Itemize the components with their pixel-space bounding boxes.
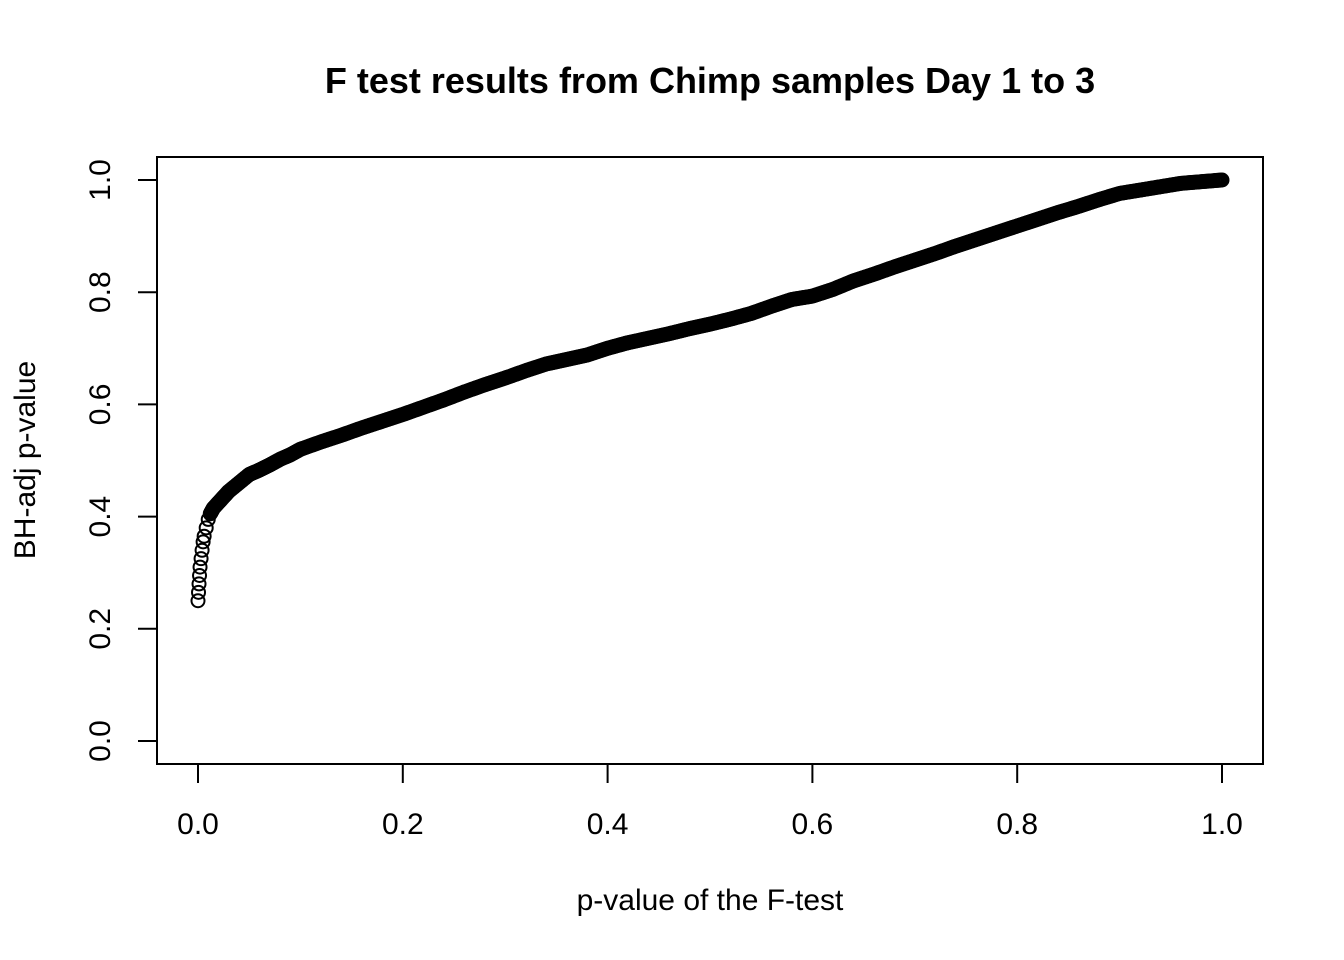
y-tick-label: 0.8: [84, 271, 117, 313]
x-tick-label: 0.2: [382, 808, 424, 841]
x-tick-label: 0.6: [792, 808, 834, 841]
y-axis: 0.0 0.2 0.4 0.6 0.8 1.0: [84, 159, 158, 762]
data-point: [191, 584, 207, 600]
data-point: [196, 528, 212, 544]
y-tick-label: 0.6: [84, 384, 117, 426]
y-tick-label: 1.0: [84, 159, 117, 201]
data-point: [191, 576, 207, 592]
data-points: [190, 172, 1230, 609]
data-point: [192, 559, 208, 575]
y-axis-label: BH-adj p-value: [9, 361, 42, 559]
plot-frame: [156, 156, 1264, 765]
data-point: [192, 568, 208, 584]
x-tick-label: 0.8: [996, 808, 1038, 841]
y-tick-label: 0.4: [84, 496, 117, 538]
data-point: [1214, 172, 1230, 188]
y-tick-label: 0.0: [84, 720, 117, 762]
data-point: [193, 551, 209, 567]
x-tick-label: 0.4: [587, 808, 629, 841]
data-point: [190, 593, 206, 609]
chart-title: F test results from Chimp samples Day 1 …: [325, 60, 1095, 101]
y-tick-label: 0.2: [84, 608, 117, 650]
x-axis-label: p-value of the F-test: [577, 884, 844, 917]
data-point: [195, 534, 211, 550]
x-axis: 0.0 0.2 0.4 0.6 0.8 1.0: [177, 763, 1243, 841]
data-point: [198, 520, 214, 536]
data-point: [194, 542, 210, 558]
x-tick-label: 1.0: [1201, 808, 1243, 841]
x-tick-label: 0.0: [177, 808, 219, 841]
